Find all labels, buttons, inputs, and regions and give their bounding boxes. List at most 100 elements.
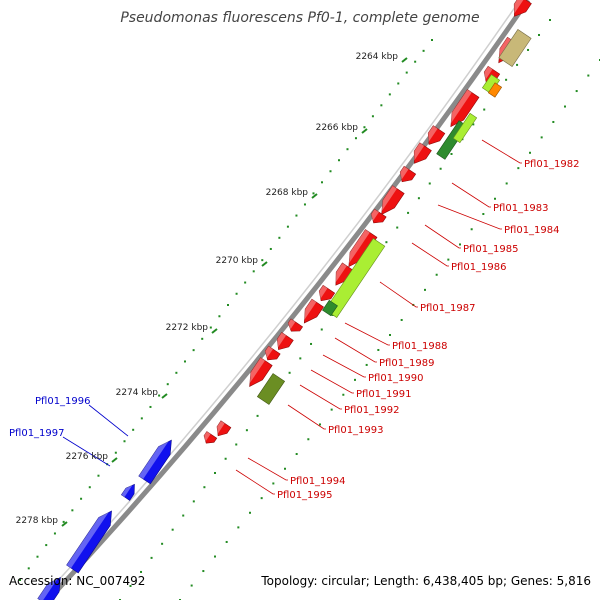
outer-dot [36, 555, 39, 558]
inner-dot [320, 328, 323, 331]
gene-arrow-red-body [348, 229, 378, 268]
leader-line-red [310, 369, 354, 394]
inner-dot-2 [330, 408, 333, 411]
tick-label: 2278 kbp [16, 516, 59, 526]
gene-arrow-red [216, 420, 232, 437]
inner-dot-2 [482, 213, 485, 216]
outer-dot [346, 148, 349, 151]
gene-label-red: Pfl01_1991 [356, 389, 412, 400]
inner-dot [450, 152, 453, 155]
inner-dot-2 [505, 182, 508, 185]
inner-dot [182, 514, 185, 517]
outer-dot [183, 360, 186, 363]
accession-text: Accession: NC_007492 [9, 574, 146, 588]
gene-arrow-red [381, 185, 405, 215]
outer-dot [97, 474, 100, 477]
gene-arrow-red-body [216, 420, 232, 437]
outer-dot [388, 93, 391, 96]
leader-line-red [247, 457, 288, 481]
tick-label: 2264 kbp [356, 52, 399, 62]
inner-dot [256, 414, 259, 417]
gene-arrow-red-body [276, 332, 294, 351]
inner-dot-2 [540, 136, 543, 139]
outer-dot [132, 428, 135, 431]
outer-dot [303, 203, 306, 206]
tick-mark [311, 193, 318, 199]
inner-dot-2 [319, 423, 321, 426]
gene-label-red: Pfl01_1995 [277, 490, 333, 501]
leader-line-red [322, 354, 366, 378]
gene-arrow-red-body [303, 298, 324, 324]
inner-dot [310, 342, 313, 345]
gene-label-red: Pfl01_1982 [524, 159, 580, 170]
outer-dot [53, 532, 56, 535]
outer-dot [80, 497, 83, 500]
outer-dot [363, 126, 366, 129]
leader-line-red [344, 322, 390, 346]
outer-dot [244, 281, 247, 284]
gene-box-olive [256, 373, 286, 405]
gene-arrow-red [348, 229, 378, 268]
inner-dot-2 [190, 584, 193, 587]
inner-dot-2 [424, 288, 426, 291]
outer-dot [431, 39, 433, 41]
gene-label-red: Pfl01_1988 [392, 341, 448, 352]
gene-arrow-blue-shine [138, 441, 169, 479]
leader-line-blue [88, 404, 129, 437]
gene-label-red: Pfl01_1984 [504, 225, 560, 236]
gene-arrow-red [318, 284, 336, 302]
inner-dot-2 [435, 273, 438, 276]
gene-features [37, 0, 532, 604]
gene-arrow-red [513, 0, 532, 17]
outer-dot [192, 349, 195, 352]
inner-dot-2 [295, 453, 298, 456]
gene-arrow-red-body [249, 357, 273, 387]
gene-arrow-blue [66, 510, 112, 574]
inner-dot [439, 167, 442, 170]
inner-dot [214, 471, 217, 474]
tick-label: 2274 kbp [116, 388, 159, 398]
inner-dot [129, 584, 132, 587]
gene-label-red: Pfl01_1994 [290, 476, 346, 487]
inner-dot-2 [564, 105, 566, 108]
leader-line-blue [62, 436, 111, 467]
inner-dot [505, 78, 508, 81]
gene-box-khaki [498, 29, 532, 67]
gene-arrow-red [370, 208, 387, 224]
inner-dot-2 [529, 151, 531, 154]
gene-label-red: Pfl01_1992 [344, 405, 400, 416]
tick-mark [211, 328, 218, 334]
outer-dot [252, 270, 255, 273]
inner-dot-2 [400, 318, 403, 321]
inner-dot [549, 19, 551, 21]
gene-arrow-red-shine [428, 125, 438, 143]
tick-labels: 2264 kbp 2266 kbp 2268 kbp 2270 kbp 2272 kbp… [16, 52, 399, 526]
inner-dot [396, 226, 399, 229]
gene-arrow-red [264, 345, 281, 361]
gene-arrow-red [276, 332, 294, 351]
gene-arrow-red-body [370, 208, 387, 224]
tick-label: 2268 kbp [266, 188, 309, 198]
gene-arrow-red-body [287, 318, 304, 332]
gene-arrow-red-shine [204, 431, 211, 442]
inner-dot [472, 123, 475, 126]
inner-dot-2 [470, 228, 473, 231]
gene-arrow-red-shine [514, 0, 525, 14]
inner-dot-2 [389, 334, 391, 336]
inner-dot-2 [225, 540, 228, 543]
inner-dot [171, 528, 174, 531]
gene-arrow-red-shine [277, 332, 287, 348]
gene-arrow-red-shine [484, 66, 493, 80]
tick-mark [61, 521, 68, 527]
gene-box-khaki-body [498, 29, 532, 67]
outer-dot [235, 292, 238, 295]
inner-dot [385, 241, 388, 244]
inner-dot-2 [272, 482, 275, 485]
gene-arrow-red-shine [414, 142, 425, 161]
tick-label: 2270 kbp [216, 256, 259, 266]
leader-line-red [287, 404, 326, 430]
gene-arrow-red-body [413, 142, 432, 164]
gene-arrow-red-shine [400, 166, 409, 180]
leader-line-red [379, 281, 418, 308]
